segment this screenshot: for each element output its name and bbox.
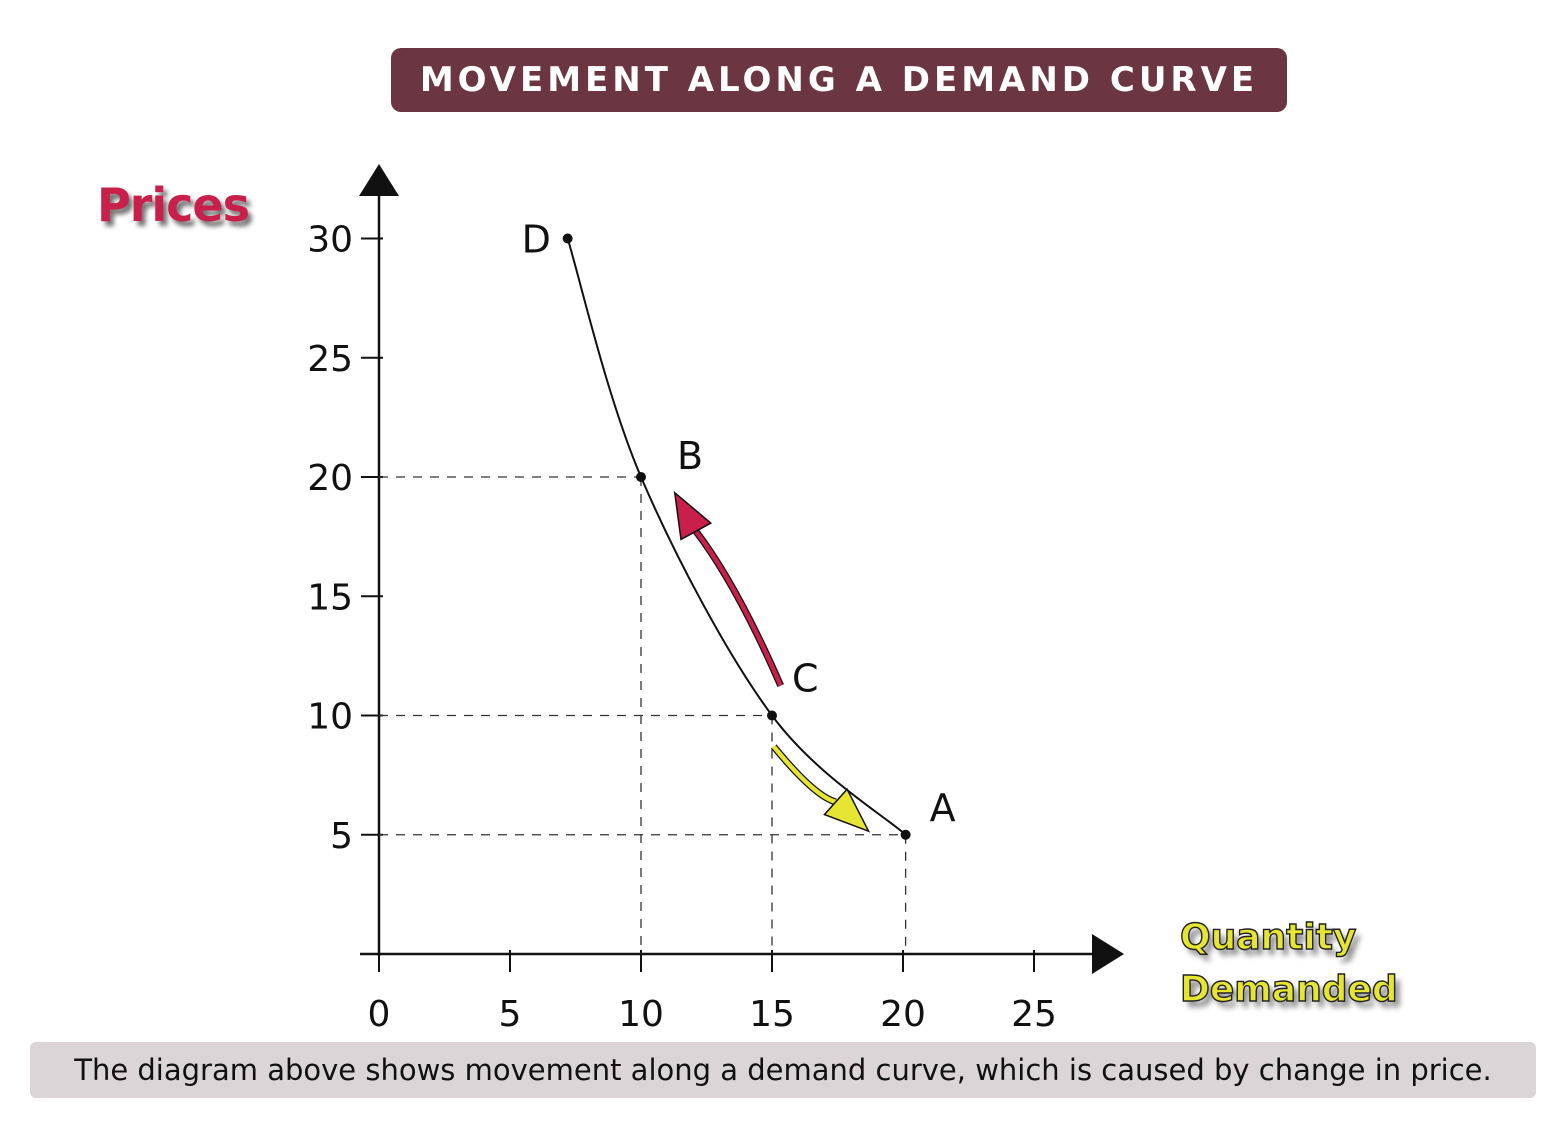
x-tick-label-25: 25: [1011, 994, 1057, 1035]
x-axis-label-line-1: Quantity: [1179, 916, 1357, 958]
arrowhead-C-A: [823, 787, 871, 833]
y-tick-label-10: 10: [307, 697, 353, 738]
arrowhead-C-B: [673, 490, 713, 541]
point-label-A: A: [930, 786, 956, 830]
x-tick-label-20: 20: [880, 994, 926, 1035]
x-tick-label-10: 10: [618, 994, 664, 1035]
x-axis-label: Quantity Demanded: [1179, 912, 1398, 1016]
arrow-shaft-C-B: [694, 529, 783, 687]
arrow-shaft-C-A: [772, 745, 837, 805]
y-tick-label-15: 15: [307, 577, 353, 618]
y-tick-label-5: 5: [330, 816, 353, 857]
y-axis-label: Prices: [97, 178, 250, 232]
x-tick-label-15: 15: [749, 994, 795, 1035]
point-C: [767, 710, 777, 721]
point-label-D: D: [522, 218, 551, 262]
x-axis-arrowhead: [1092, 934, 1124, 974]
x-tick-label-5: 5: [499, 994, 522, 1035]
point-B: [636, 472, 646, 482]
chart-title: MOVEMENT ALONG A DEMAND CURVE: [391, 48, 1287, 112]
caption-text: The diagram above shows movement along a…: [74, 1053, 1492, 1087]
y-tick-label-25: 25: [307, 339, 353, 380]
caption-box: The diagram above shows movement along a…: [30, 1042, 1536, 1098]
y-tick-label-30: 30: [307, 220, 353, 261]
point-D: [562, 233, 573, 244]
x-axis-label-line-2: Demanded: [1179, 968, 1398, 1010]
y-tick-label-20: 20: [307, 458, 353, 499]
y-axis-arrowhead: [359, 164, 399, 196]
x-tick-label-0: 0: [368, 994, 391, 1035]
demand-curve: [566, 238, 907, 836]
point-label-B: B: [677, 434, 703, 478]
point-label-C: C: [792, 657, 819, 701]
point-A: [900, 829, 911, 840]
